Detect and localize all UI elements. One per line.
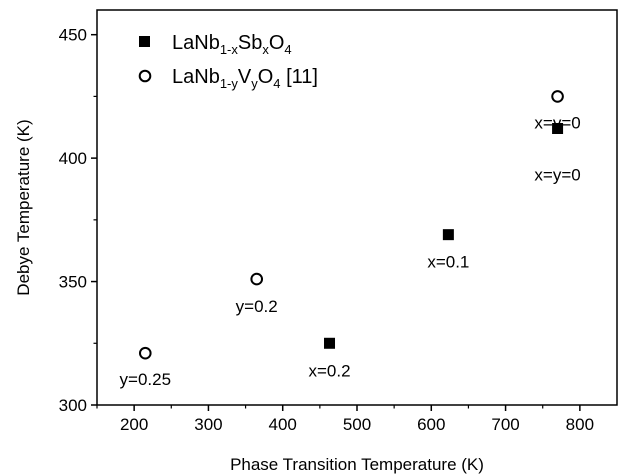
data-point-square [552, 123, 564, 134]
x-axis-ticks: 200 300 400 500 600 700 800 [96, 405, 594, 434]
point-label: y=0.2 [236, 297, 278, 316]
legend-label-part: V [238, 66, 252, 88]
y-tick-label: 450 [59, 26, 87, 45]
data-point-circle [551, 90, 564, 103]
x-tick-label: 200 [120, 415, 148, 434]
legend-label-part: Sb [238, 32, 262, 54]
legend-label-part: LaNb [172, 32, 220, 54]
data-point-circle [250, 272, 264, 286]
data-point-square [442, 229, 454, 241]
legend-label-part: O [258, 66, 274, 88]
x-tick-label: 300 [194, 415, 222, 434]
point-label: x=y=0 [534, 166, 580, 185]
y-axis-ticks: 300 350 400 450 [59, 26, 97, 415]
legend-label: LaNb1-yVyO4 [11] [172, 66, 318, 91]
legend-label-part: LaNb [172, 66, 220, 88]
legend-label-part: 4 [273, 76, 280, 91]
point-label: x=0.2 [308, 361, 350, 380]
legend-label-part: 1-x [220, 42, 239, 57]
x-tick-label: 800 [566, 415, 594, 434]
point-label: x=y=0 [534, 113, 580, 132]
legend-square-icon [139, 36, 150, 47]
data-point-circle [138, 346, 152, 360]
y-axis-title: Debye Temperature (K) [14, 119, 33, 295]
point-label: x=0.1 [427, 253, 469, 272]
y-tick-label: 300 [59, 396, 87, 415]
legend-label-part: y [251, 76, 258, 91]
point-label: y=0.25 [120, 370, 172, 389]
x-tick-label: 400 [269, 415, 297, 434]
legend-label-part: x [262, 42, 269, 57]
legend-label-part: [11] [281, 66, 318, 88]
legend-label-part: O [269, 32, 285, 54]
data-points: x=0.2 x=0.1 x=y=0 y=0.25 y=0.2 x=y=0 [120, 90, 581, 389]
x-tick-label: 600 [417, 415, 445, 434]
y-tick-label: 350 [59, 273, 87, 292]
x-tick-label: 700 [491, 415, 519, 434]
data-point-square [324, 337, 336, 349]
legend-label-part: 4 [284, 42, 291, 57]
x-tick-label: 500 [343, 415, 371, 434]
legend-circle-icon [138, 69, 152, 83]
legend-label-part: 1-y [220, 76, 239, 91]
x-axis-title: Phase Transition Temperature (K) [230, 455, 484, 474]
y-tick-label: 400 [59, 149, 87, 168]
legend-label: LaNb1-xSbxO4 [172, 32, 292, 57]
